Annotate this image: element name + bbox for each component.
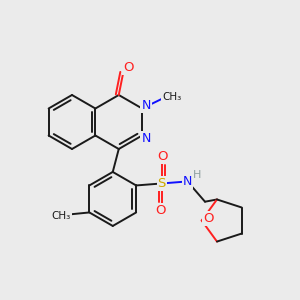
Text: CH₃: CH₃ [52,212,71,221]
Text: N: N [183,175,192,188]
Text: N: N [142,132,151,145]
Text: O: O [158,150,168,163]
Text: N: N [142,99,151,112]
Text: H: H [193,170,202,180]
Text: O: O [123,61,134,74]
Text: O: O [203,212,214,225]
Text: CH₃: CH₃ [162,92,182,102]
Text: O: O [155,204,166,217]
Text: S: S [158,177,166,190]
